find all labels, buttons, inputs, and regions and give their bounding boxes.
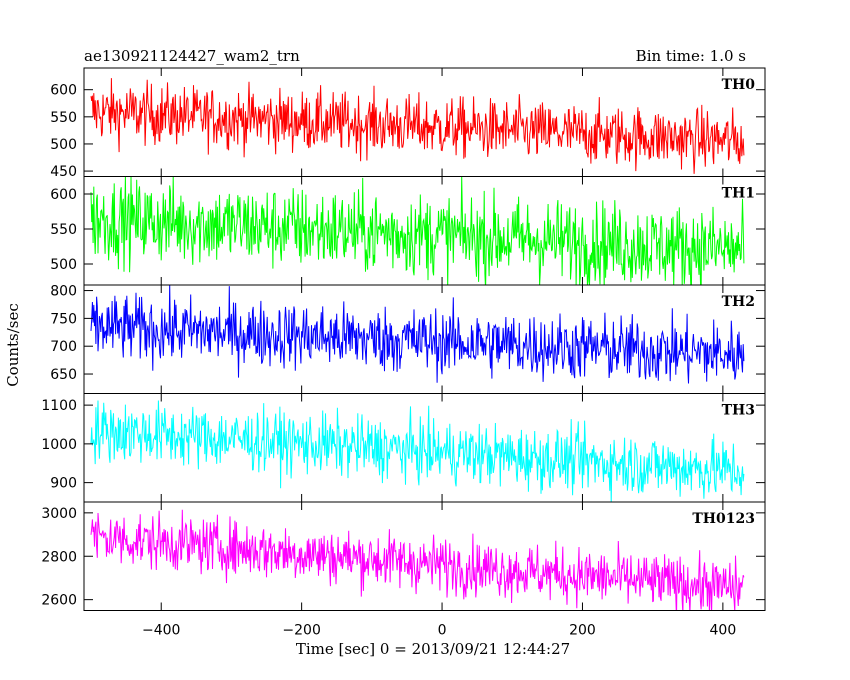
channel-label-th0: TH0: [722, 77, 756, 93]
y-tick-label: 2800: [41, 549, 77, 565]
y-tick-label: 3000: [41, 506, 77, 522]
series-line-th3: [90, 400, 745, 502]
x-tick-label: 0: [438, 623, 447, 639]
series-line-th2: [90, 285, 745, 384]
y-tick-label: 1000: [41, 437, 77, 453]
y-tick-label: 550: [50, 110, 77, 126]
y-tick-label: 900: [50, 476, 77, 492]
channel-label-th0123: TH0123: [692, 511, 755, 527]
channel-label-th1: TH1: [722, 186, 755, 202]
y-tick-label: 750: [50, 311, 77, 327]
y-tick-label: 700: [50, 339, 77, 355]
y-axis-label: Counts/sec: [4, 303, 22, 387]
series-line-th0: [90, 78, 745, 174]
x-tick-label: −200: [282, 623, 320, 639]
y-tick-label: 450: [50, 164, 77, 180]
y-tick-label: 1100: [41, 398, 77, 414]
panel-frame-th2: [83, 284, 766, 394]
y-tick-label: 650: [50, 367, 77, 383]
y-tick-label: 800: [50, 284, 77, 300]
chart-title: ae130921124427_wam2_trn: [84, 47, 300, 65]
y-tick-label: 500: [50, 257, 77, 273]
y-tick-label: 500: [50, 137, 77, 153]
series-line-th0123: [90, 509, 745, 611]
x-tick-label: −400: [142, 623, 180, 639]
channel-label-th3: TH3: [722, 403, 755, 419]
x-axis-label: Time [sec] 0 = 2013/09/21 12:44:27: [296, 640, 570, 658]
channel-label-th2: TH2: [722, 294, 755, 310]
bin-time-label: Bin time: 1.0 s: [636, 47, 746, 65]
y-tick-label: 600: [50, 187, 77, 203]
y-tick-label: 2600: [41, 593, 77, 609]
panels-group: 450 500 550 600 TH0 500 550 600 TH1 650 700 750 800 T…: [41, 67, 766, 639]
x-tick-label: 400: [710, 623, 737, 639]
series-line-th1: [90, 176, 745, 285]
y-tick-label: 550: [50, 222, 77, 238]
y-tick-label: 600: [50, 83, 77, 99]
x-tick-label: 200: [569, 623, 596, 639]
